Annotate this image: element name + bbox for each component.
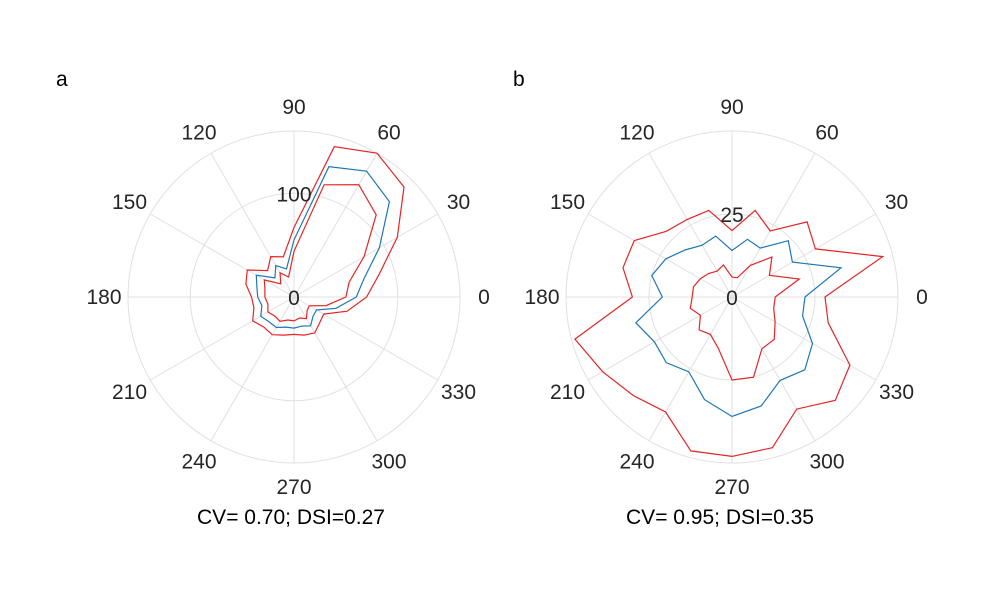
angle-tick-label: 300	[371, 451, 406, 474]
panel-caption-a: CV= 0.70; DSI=0.27	[197, 506, 385, 529]
radial-tick-label: 100	[276, 183, 311, 206]
grid-spoke	[587, 296, 733, 381]
panel-label-b: b	[513, 68, 525, 91]
angle-tick-label: 270	[276, 476, 311, 499]
series-upper-line	[245, 146, 405, 336]
grid-spoke	[293, 152, 378, 298]
angle-tick-label: 0	[478, 286, 490, 309]
grid-spoke	[648, 152, 733, 298]
polar-panel-a: a CV= 0.70; DSI=0.27 0 30 60 90 120 150 180 210…	[56, 68, 490, 529]
angle-tick-label: 30	[447, 191, 470, 214]
series-mean-line	[255, 166, 391, 329]
grid-spoke	[149, 213, 295, 298]
angle-tick-label: 60	[815, 122, 838, 145]
panel-label-a: a	[56, 68, 68, 91]
grid-spoke	[587, 213, 733, 298]
angle-tick-label: 330	[441, 381, 476, 404]
radial-tick-label: 25	[720, 204, 743, 227]
angle-tick-label: 180	[86, 286, 121, 309]
angle-tick-label: 330	[879, 381, 914, 404]
grid-spoke	[293, 296, 378, 442]
angle-tick-label: 300	[809, 451, 844, 474]
series-lower-line	[263, 184, 377, 322]
angle-tick-label: 150	[112, 191, 147, 214]
polar-grid	[565, 130, 899, 464]
series-upper-line	[574, 209, 885, 458]
angle-tick-label: 240	[619, 451, 654, 474]
grid-spoke	[731, 213, 877, 298]
panel-caption-b: CV= 0.95; DSI=0.35	[626, 506, 814, 529]
series-mean-line	[634, 235, 843, 418]
grid-spoke	[731, 296, 877, 381]
angle-tick-label: 210	[550, 381, 585, 404]
angle-tick-label: 270	[714, 476, 749, 499]
grid-spoke	[210, 152, 295, 298]
angle-tick-label: 60	[377, 122, 400, 145]
grid-spoke	[731, 152, 816, 298]
angle-tick-label: 180	[524, 286, 559, 309]
angle-tick-label: 90	[282, 96, 305, 119]
radial-tick-label: 0	[726, 287, 738, 310]
polar-panel-b: b CV= 0.95; DSI=0.35 0 30 60 90 120 150 180 210…	[513, 68, 928, 529]
radial-tick-label: 0	[288, 287, 300, 310]
angle-tick-label: 150	[550, 191, 585, 214]
angle-tick-label: 120	[181, 122, 216, 145]
polar-grid	[127, 130, 461, 464]
series-lower-line	[689, 256, 801, 381]
angle-tick-label: 240	[181, 451, 216, 474]
grid-spoke	[149, 296, 295, 381]
angle-tick-label: 90	[720, 96, 743, 119]
grid-spoke	[731, 296, 816, 442]
grid-spoke	[293, 296, 439, 381]
grid-spoke	[293, 213, 439, 298]
grid-spoke	[648, 296, 733, 442]
angle-tick-label: 30	[885, 191, 908, 214]
angle-tick-label: 0	[916, 286, 928, 309]
angle-tick-label: 210	[112, 381, 147, 404]
angle-tick-label: 120	[619, 122, 654, 145]
